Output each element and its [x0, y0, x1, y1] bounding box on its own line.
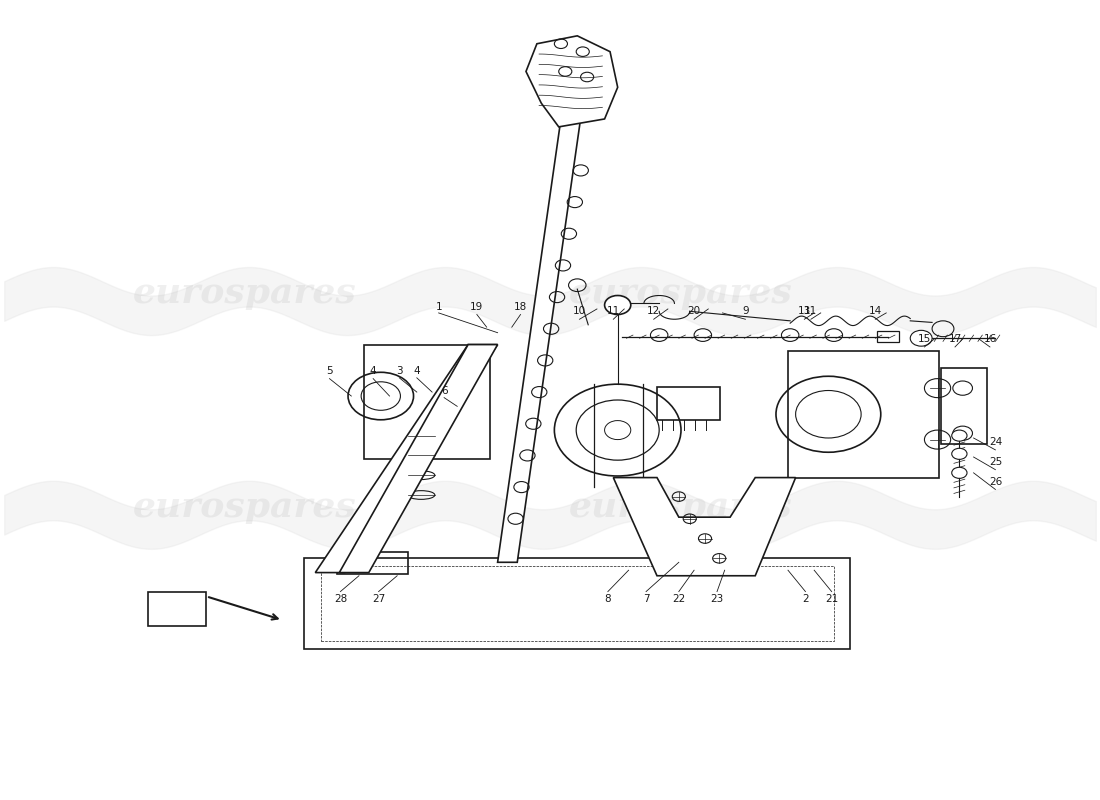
Text: eurospares: eurospares [132, 490, 356, 524]
Text: 28: 28 [333, 594, 346, 605]
Polygon shape [316, 345, 497, 573]
Circle shape [910, 330, 932, 346]
Text: 17: 17 [948, 334, 961, 344]
Text: 27: 27 [372, 594, 385, 605]
Text: 13: 13 [798, 306, 811, 316]
Text: 24: 24 [989, 437, 1002, 447]
Text: 26: 26 [989, 477, 1002, 486]
Bar [337, 552, 408, 574]
Text: 19: 19 [470, 302, 484, 311]
Bar [364, 345, 490, 459]
Text: 14: 14 [869, 306, 882, 316]
Text: 3: 3 [396, 366, 403, 376]
Circle shape [952, 467, 967, 478]
Polygon shape [497, 119, 581, 562]
Polygon shape [148, 591, 206, 626]
Text: 16: 16 [983, 334, 997, 344]
Circle shape [952, 448, 967, 459]
Text: eurospares: eurospares [569, 276, 793, 310]
Text: 22: 22 [672, 594, 685, 605]
Text: 5: 5 [327, 366, 333, 376]
Bar [321, 566, 834, 642]
Text: 7: 7 [642, 594, 649, 605]
Bar [305, 558, 850, 650]
Polygon shape [614, 478, 795, 576]
Text: 21: 21 [825, 594, 838, 605]
Text: 18: 18 [514, 302, 527, 311]
Text: 10: 10 [573, 306, 586, 316]
Circle shape [952, 430, 967, 441]
Text: 1: 1 [436, 302, 442, 311]
Polygon shape [339, 345, 497, 573]
Polygon shape [526, 36, 618, 127]
Text: 4: 4 [414, 366, 420, 376]
Text: 23: 23 [711, 594, 724, 605]
Text: 25: 25 [989, 457, 1002, 466]
Bar [657, 386, 720, 420]
Text: 2: 2 [802, 594, 808, 605]
Text: 6: 6 [441, 386, 448, 395]
Bar [940, 368, 987, 443]
Text: 11: 11 [607, 306, 620, 316]
Text: 8: 8 [605, 594, 612, 605]
Bar [878, 331, 900, 342]
Text: 4: 4 [370, 366, 376, 376]
Text: 20: 20 [688, 306, 701, 316]
Circle shape [605, 295, 630, 314]
Text: 12: 12 [647, 306, 660, 316]
Text: 9: 9 [742, 306, 749, 316]
Text: eurospares: eurospares [569, 490, 793, 524]
Bar [788, 351, 938, 478]
Text: 11: 11 [804, 306, 817, 316]
Text: 15: 15 [917, 334, 931, 344]
Text: eurospares: eurospares [132, 276, 356, 310]
